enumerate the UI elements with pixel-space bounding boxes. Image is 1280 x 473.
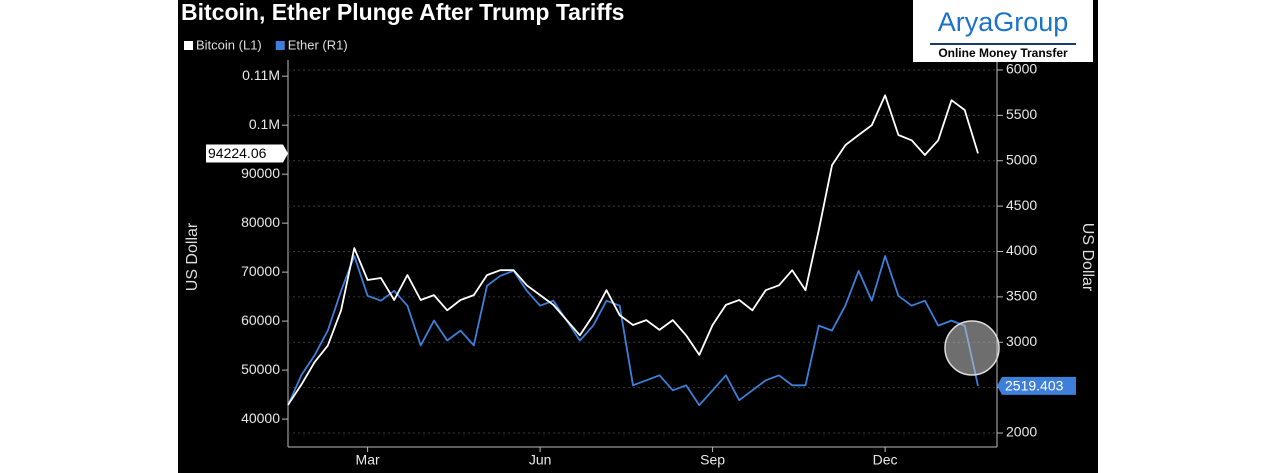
x-tick-label: Mar: [356, 452, 380, 468]
y-tick-label: 0.11M: [242, 67, 280, 83]
chart-background: [178, 0, 1098, 473]
y2-tick-label: 5500: [1006, 106, 1037, 122]
y-tick-label: 80000: [241, 214, 280, 230]
series-line: [287, 94, 979, 406]
legend-swatch: [184, 41, 193, 50]
y-tick-label: 70000: [241, 263, 280, 279]
y2-tick-label: 3000: [1006, 333, 1037, 349]
y2-axis-title: US Dollar: [1079, 223, 1096, 292]
y-tick-label: 50000: [241, 361, 280, 377]
legend-swatch: [275, 41, 285, 50]
x-tick-label: Dec: [873, 452, 898, 468]
value-tag: [997, 376, 1076, 395]
y2-tick-label: 4500: [1006, 197, 1037, 213]
logo-box: [913, 0, 1093, 62]
y2-tick-label: 5000: [1006, 151, 1037, 167]
value-label: 2519.403: [1005, 378, 1064, 394]
highlight-circle: [944, 320, 1000, 376]
y-tick-label: 40000: [241, 410, 280, 426]
logo-tagline: Online Money Transfer: [938, 46, 1068, 60]
y-tick-label: 0.1M: [249, 116, 280, 132]
y-axis-title: US Dollar: [184, 222, 201, 291]
y2-tick-label: 4000: [1006, 242, 1037, 258]
y-tick-label: 60000: [241, 312, 280, 328]
y2-tick-label: 3500: [1006, 288, 1037, 304]
y2-tick-label: 2000: [1006, 424, 1037, 440]
plot-area: [287, 69, 997, 434]
logo-name: AryaGroup: [938, 7, 1069, 37]
y2-tick-label: 6000: [1006, 61, 1037, 77]
x-tick-label: Jun: [529, 452, 552, 468]
x-tick-label: Sep: [700, 452, 725, 468]
value-tag: [206, 144, 288, 163]
chart-title: Bitcoin, Ether Plunge After Trump Tariff…: [181, 0, 624, 25]
value-label: 94224.06: [208, 145, 267, 161]
y-tick-label: 90000: [241, 165, 280, 181]
legend-label: Ether (R1): [288, 37, 348, 52]
legend-label: Bitcoin (L1): [196, 37, 262, 52]
series-line: [287, 255, 979, 407]
